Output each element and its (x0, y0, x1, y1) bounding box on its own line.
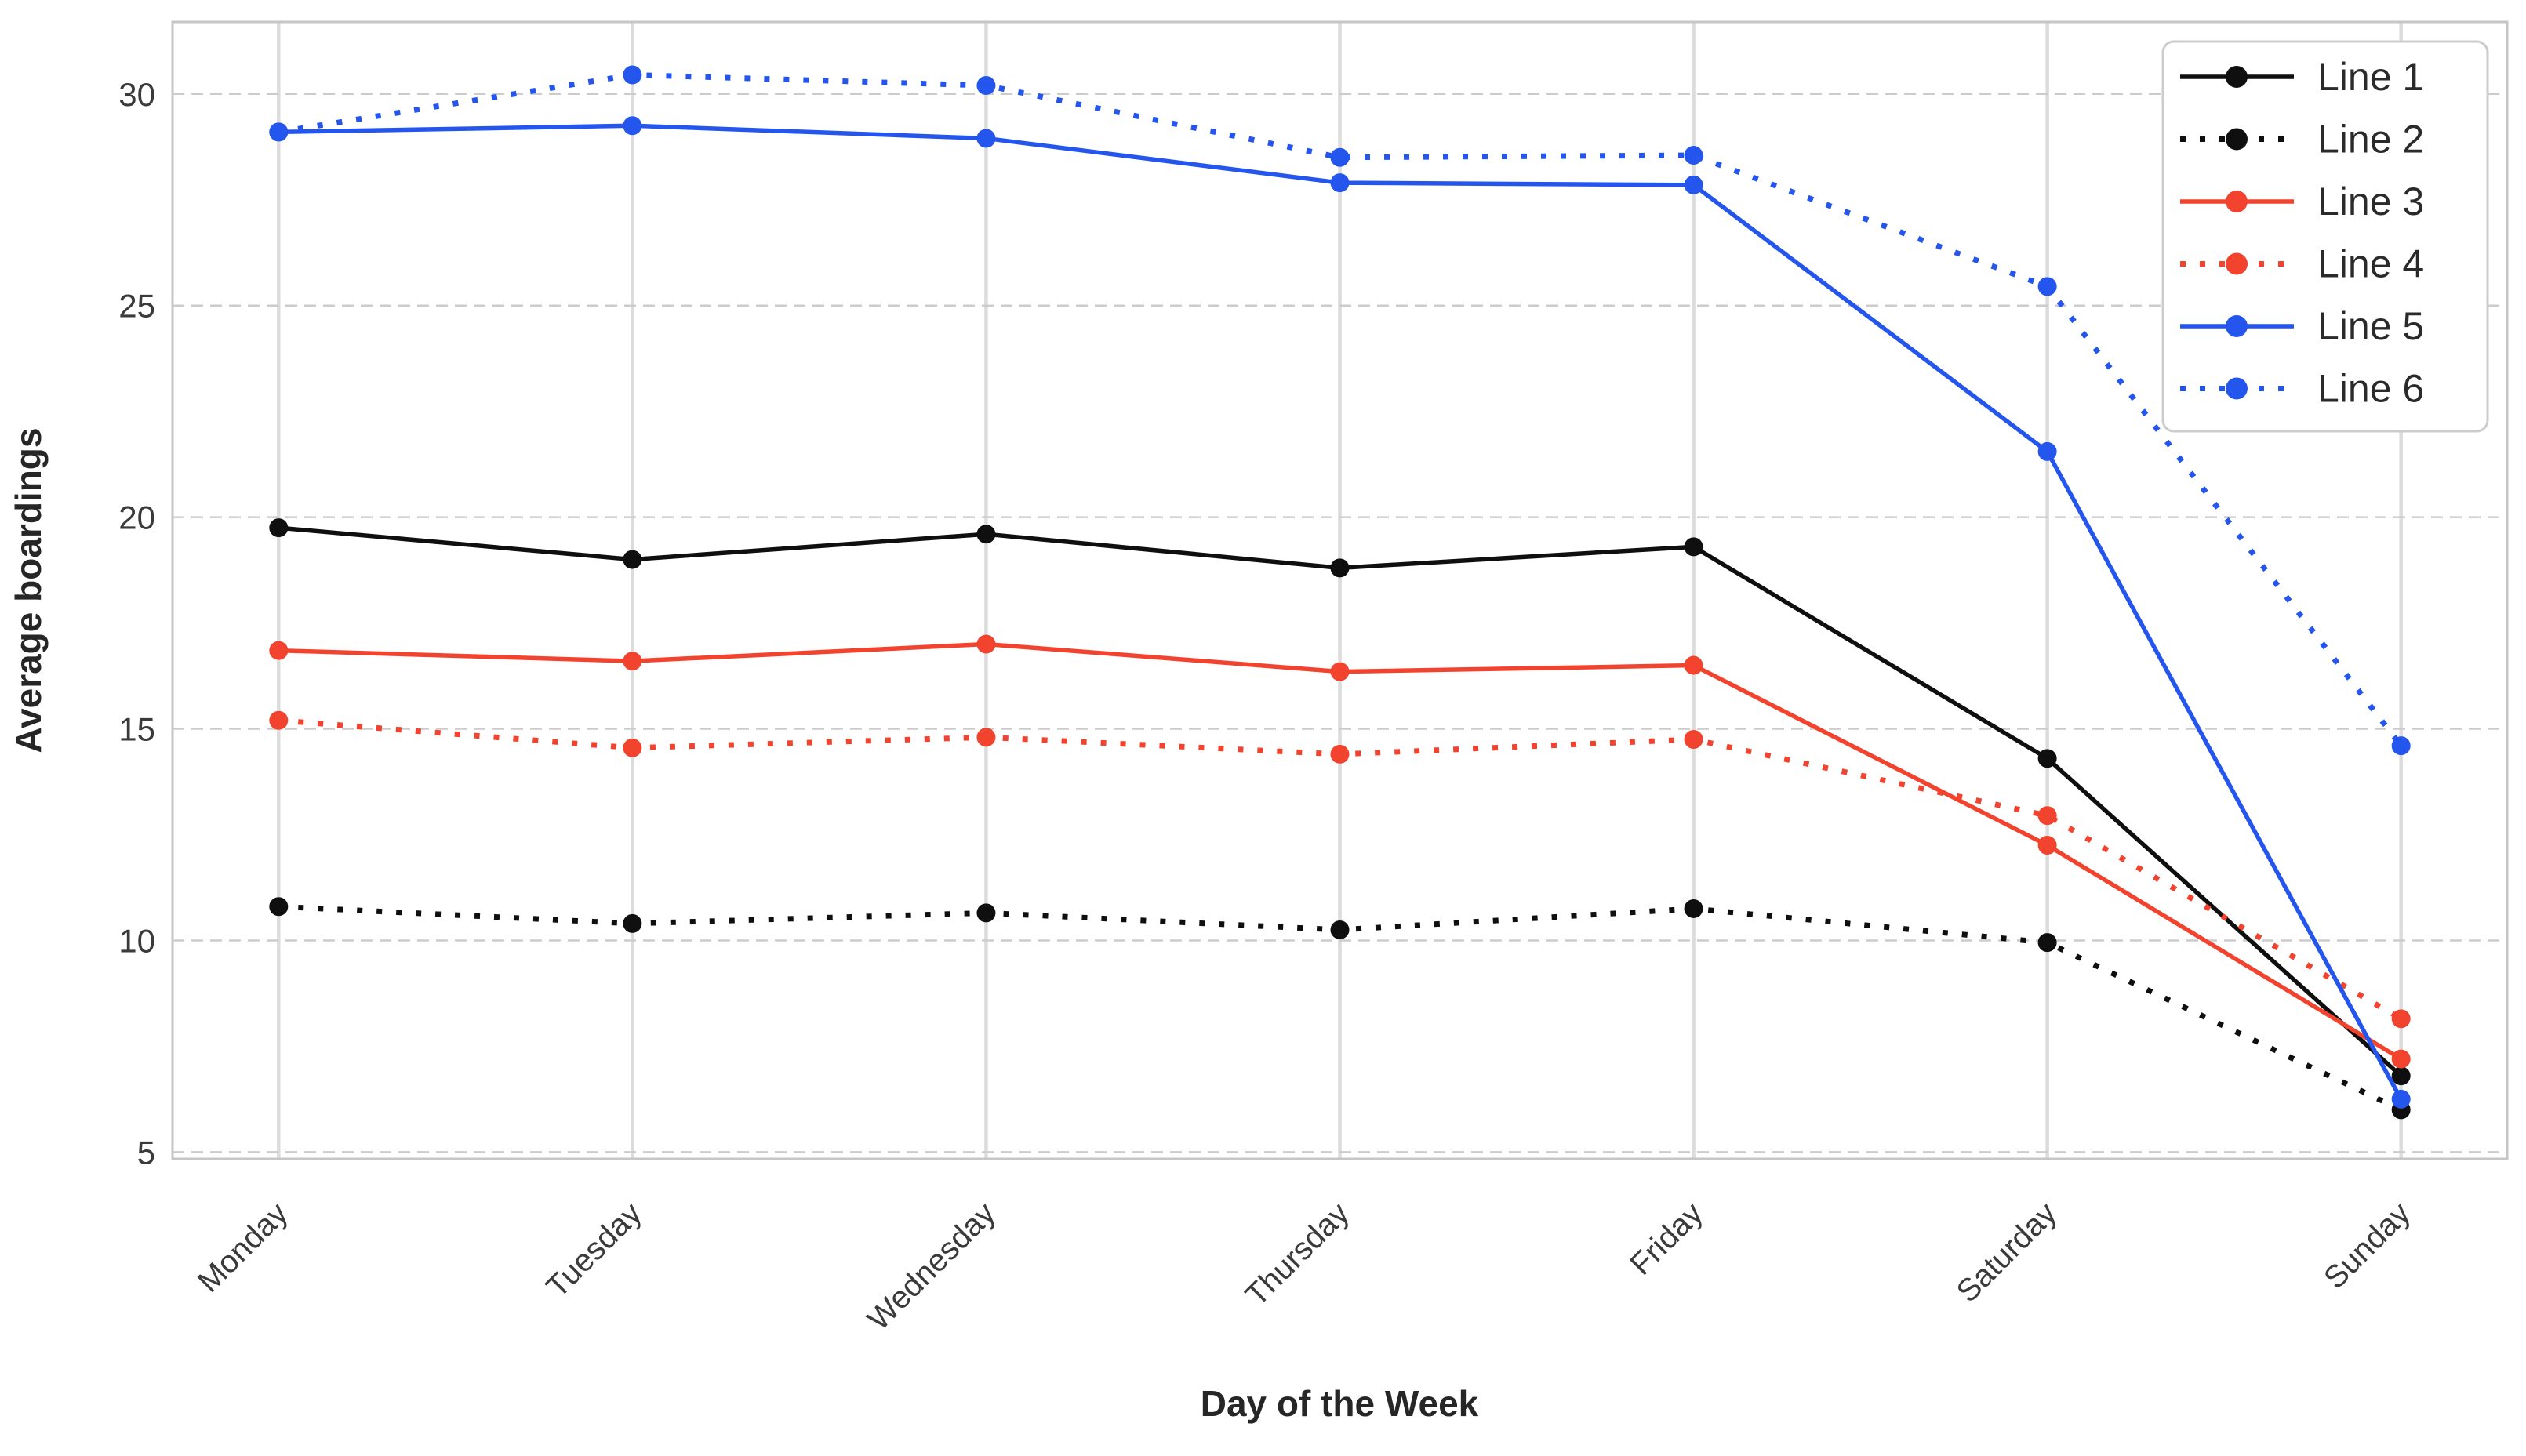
y-tick-label: 15 (118, 711, 155, 748)
x-tick-label: Monday (191, 1196, 295, 1299)
series-4-marker (2391, 1009, 2411, 1029)
legend-marker (2226, 191, 2248, 212)
y-tick-label: 5 (137, 1134, 155, 1171)
legend-label: Line 1 (2317, 55, 2424, 99)
legend-marker (2226, 315, 2248, 337)
series-6-marker (1330, 147, 1350, 167)
series-5-marker (976, 129, 996, 148)
series-6-marker (2391, 736, 2411, 756)
series-3-marker (1330, 662, 1350, 681)
legend-marker (2226, 66, 2248, 88)
plot-frame (171, 20, 2509, 1160)
x-tick-label: Tuesday (540, 1196, 649, 1305)
series-1-marker (2391, 1066, 2411, 1086)
series-1-marker (269, 518, 289, 538)
legend-item: Line 4 (2180, 242, 2424, 286)
legend-label: Line 2 (2317, 118, 2424, 162)
plot-frame-layer (171, 20, 2509, 1160)
x-tick-label-layer: Monday Tuesday Wednesday Thursday Friday Satu… (191, 1196, 2417, 1337)
y-tick-label: 10 (118, 922, 155, 959)
series-3-marker (2037, 835, 2057, 855)
series-2-marker (623, 913, 642, 933)
series-2-marker (1684, 899, 1703, 918)
series-4-marker (2037, 806, 2057, 826)
series-layer (269, 65, 2411, 1120)
series-1-marker (2037, 749, 2057, 768)
series-3-marker (976, 634, 996, 654)
y-tick-label-layer: 5 10 15 20 25 30 (118, 76, 155, 1171)
series-6-marker (269, 122, 289, 142)
series-2-marker (269, 897, 289, 917)
legend-label: Line 3 (2317, 180, 2424, 223)
legend-marker (2226, 128, 2248, 151)
legend-item: Line 1 (2180, 55, 2424, 99)
x-tick-label: Thursday (1239, 1196, 1356, 1313)
series-2-marker (1330, 920, 1350, 939)
y-tick-label: 20 (118, 499, 155, 536)
x-tick-label: Friday (1623, 1196, 1710, 1282)
series-4-marker (1330, 744, 1350, 764)
series-6-marker (623, 65, 642, 85)
series-4-marker (1684, 730, 1703, 750)
series-6-marker (2037, 277, 2057, 296)
series-3-marker (1684, 655, 1703, 675)
legend-item: Line 6 (2180, 367, 2424, 411)
series-5-marker (623, 116, 642, 136)
series-3-marker (269, 641, 289, 660)
series-1-marker (976, 525, 996, 544)
legend-label: Line 5 (2317, 304, 2424, 348)
series-5-marker (1330, 173, 1350, 193)
series-4-marker (269, 710, 289, 730)
legend-item: Line 5 (2180, 304, 2424, 348)
y-tick-label: 25 (118, 288, 155, 325)
series-3-marker (2391, 1049, 2411, 1069)
series-2-marker (976, 903, 996, 923)
series-1-marker (623, 550, 642, 569)
legend-item: Line 2 (2180, 118, 2424, 162)
series-5-marker (1684, 175, 1703, 194)
x-tick-label: Saturday (1950, 1196, 2063, 1309)
legend-label: Line 4 (2317, 242, 2424, 286)
legend-marker (2226, 377, 2248, 400)
series-1-marker (1684, 537, 1703, 557)
series-6-marker (976, 75, 996, 95)
series-4-marker (623, 738, 642, 757)
series-6-marker (1684, 146, 1703, 165)
series-3-marker (623, 652, 642, 671)
x-tick-label: Sunday (2317, 1196, 2417, 1295)
gridline-layer (173, 22, 2507, 1159)
y-tick-label: 30 (118, 76, 155, 113)
series-4-marker (976, 728, 996, 747)
y-axis-title: Average boardings (8, 428, 49, 753)
series-1-marker (1330, 558, 1350, 578)
legend-label: Line 6 (2317, 367, 2424, 411)
series-5-marker (2391, 1089, 2411, 1109)
legend: Line 1 Line 2 Line 3 Line 4 Line 5 Line 6 (2161, 40, 2489, 433)
x-axis-title: Day of the Week (1201, 1383, 1479, 1424)
series-2-marker (2037, 933, 2057, 953)
legend-item: Line 3 (2180, 180, 2424, 223)
series-5-marker (2037, 441, 2057, 461)
legend-marker (2226, 252, 2248, 275)
x-tick-label: Wednesday (861, 1196, 1002, 1337)
